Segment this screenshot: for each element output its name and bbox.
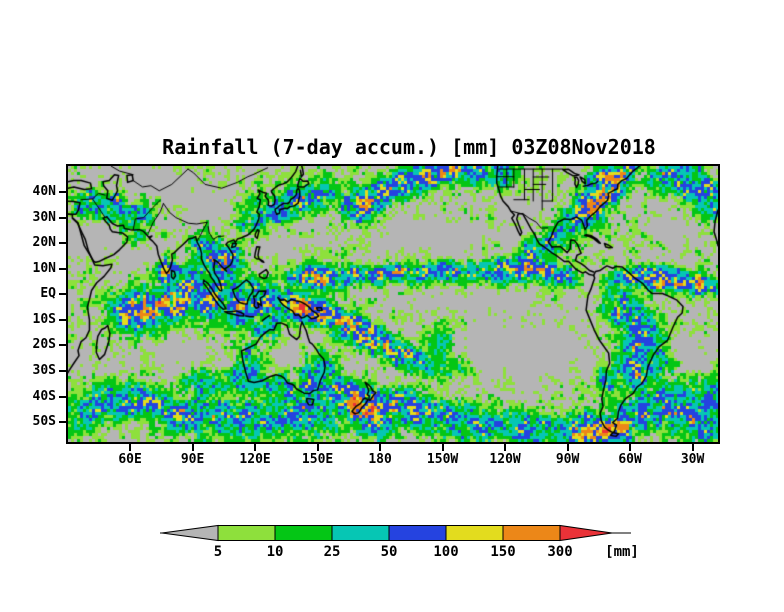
lat-tick-label: 10N [32,260,56,276]
lat-tick-label: 30N [32,209,56,225]
lat-tick-mark [59,421,66,424]
colorbar-tick-label: 150 [490,544,516,560]
lat-tick-mark [59,293,66,296]
lat-tick-label: EQ [40,286,56,302]
colorbar-tick-label: 5 [213,544,223,560]
rainfall-map-canvas [68,166,718,442]
lon-tick-label: 90W [555,452,580,467]
lat-tick-mark [59,191,66,194]
colorbar-legend: 5 10 25 50 100 150 300 [mm] [160,524,639,564]
lat-tick-mark [59,344,66,347]
lat-tick-mark [59,395,66,398]
lon-tick-label: 90E [180,452,205,467]
lat-tick-label: 10S [32,311,56,327]
lon-tick-mark [691,444,694,451]
lon-tick-label: 150W [426,452,459,467]
lon-tick-mark [191,444,194,451]
colorbar-arrow-bar [160,524,631,542]
lat-tick-mark [59,242,66,245]
lon-tick-label: 60E [118,452,142,467]
lat-tick-mark [59,369,66,372]
colorbar-tick-label: 25 [323,544,341,560]
lon-tick-label: 60W [618,452,642,467]
lat-tick-mark [59,318,66,321]
lat-tick-label: 40S [32,388,56,404]
lon-tick-label: 180 [368,452,392,467]
lat-tick-label: 40N [32,184,56,200]
lon-tick-mark [129,444,132,451]
lon-tick-mark [629,444,632,451]
lon-tick-mark [566,444,569,451]
lon-tick-mark [379,444,382,451]
lon-tick-mark [441,444,444,451]
lon-tick-label: 150E [301,452,334,467]
figure-title: Rainfall (7-day accum.) [mm] 03Z08Nov201… [162,135,656,159]
colorbar-tick-label: 10 [266,544,284,560]
map-frame [66,164,720,444]
lon-tick-mark [504,444,507,451]
lon-tick-mark [316,444,319,451]
lat-tick-label: 20N [32,235,56,251]
lat-tick-label: 20S [32,337,56,353]
lat-tick-mark [59,216,66,219]
colorbar-unit-label: [mm] [605,544,639,560]
colorbar-tick-label: 50 [380,544,398,560]
lat-tick-label: 30S [32,362,56,378]
colorbar-tick-label: 100 [433,544,459,560]
lon-tick-label: 30W [680,452,705,467]
lon-tick-label: 120W [489,452,521,467]
colorbar-tick-label: 300 [547,544,573,560]
lon-tick-label: 120E [239,452,271,467]
lon-tick-mark [254,444,257,451]
lat-tick-label: 50S [32,414,56,430]
lat-tick-mark [59,267,66,270]
